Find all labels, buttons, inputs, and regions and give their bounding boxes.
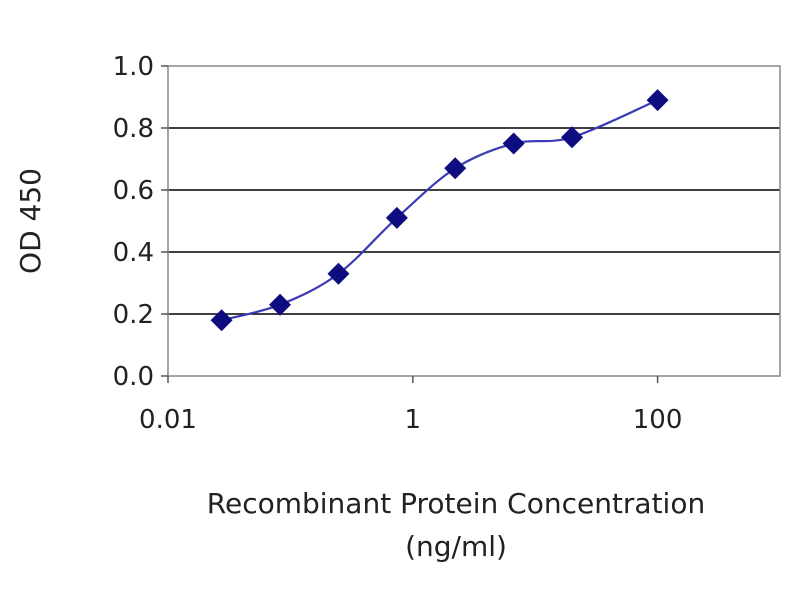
- data-series: [210, 89, 669, 332]
- y-tick-label: 0.0: [113, 362, 154, 392]
- series-line: [221, 99, 659, 322]
- data-point: [269, 293, 292, 316]
- y-tick-label: 0.2: [113, 300, 154, 330]
- x-tick-label: 1: [405, 405, 422, 435]
- x-tick-label: 0.01: [139, 405, 197, 435]
- gridlines: [168, 127, 780, 315]
- y-tick-label: 1.0: [113, 52, 154, 82]
- data-point: [444, 157, 467, 180]
- x-axis-unit: (ng/ml): [405, 530, 507, 563]
- x-tick-label: 100: [633, 405, 683, 435]
- y-axis-ticks: 0.0 0.2 0.4 0.6 0.8 1.0: [113, 52, 168, 392]
- data-point: [646, 89, 669, 112]
- y-tick-label: 0.4: [113, 238, 154, 268]
- y-tick-label: 0.6: [113, 176, 154, 206]
- data-point: [385, 206, 408, 229]
- data-point: [561, 126, 584, 149]
- y-axis-title: OD 450: [14, 168, 47, 274]
- y-tick-label: 0.8: [113, 114, 154, 144]
- x-axis-title: Recombinant Protein Concentration: [207, 487, 705, 520]
- x-axis-ticks: 0.01 1 100: [139, 376, 682, 435]
- data-point: [502, 132, 525, 155]
- data-point: [210, 309, 233, 332]
- plot-frame: [167, 65, 781, 377]
- data-point: [327, 262, 350, 285]
